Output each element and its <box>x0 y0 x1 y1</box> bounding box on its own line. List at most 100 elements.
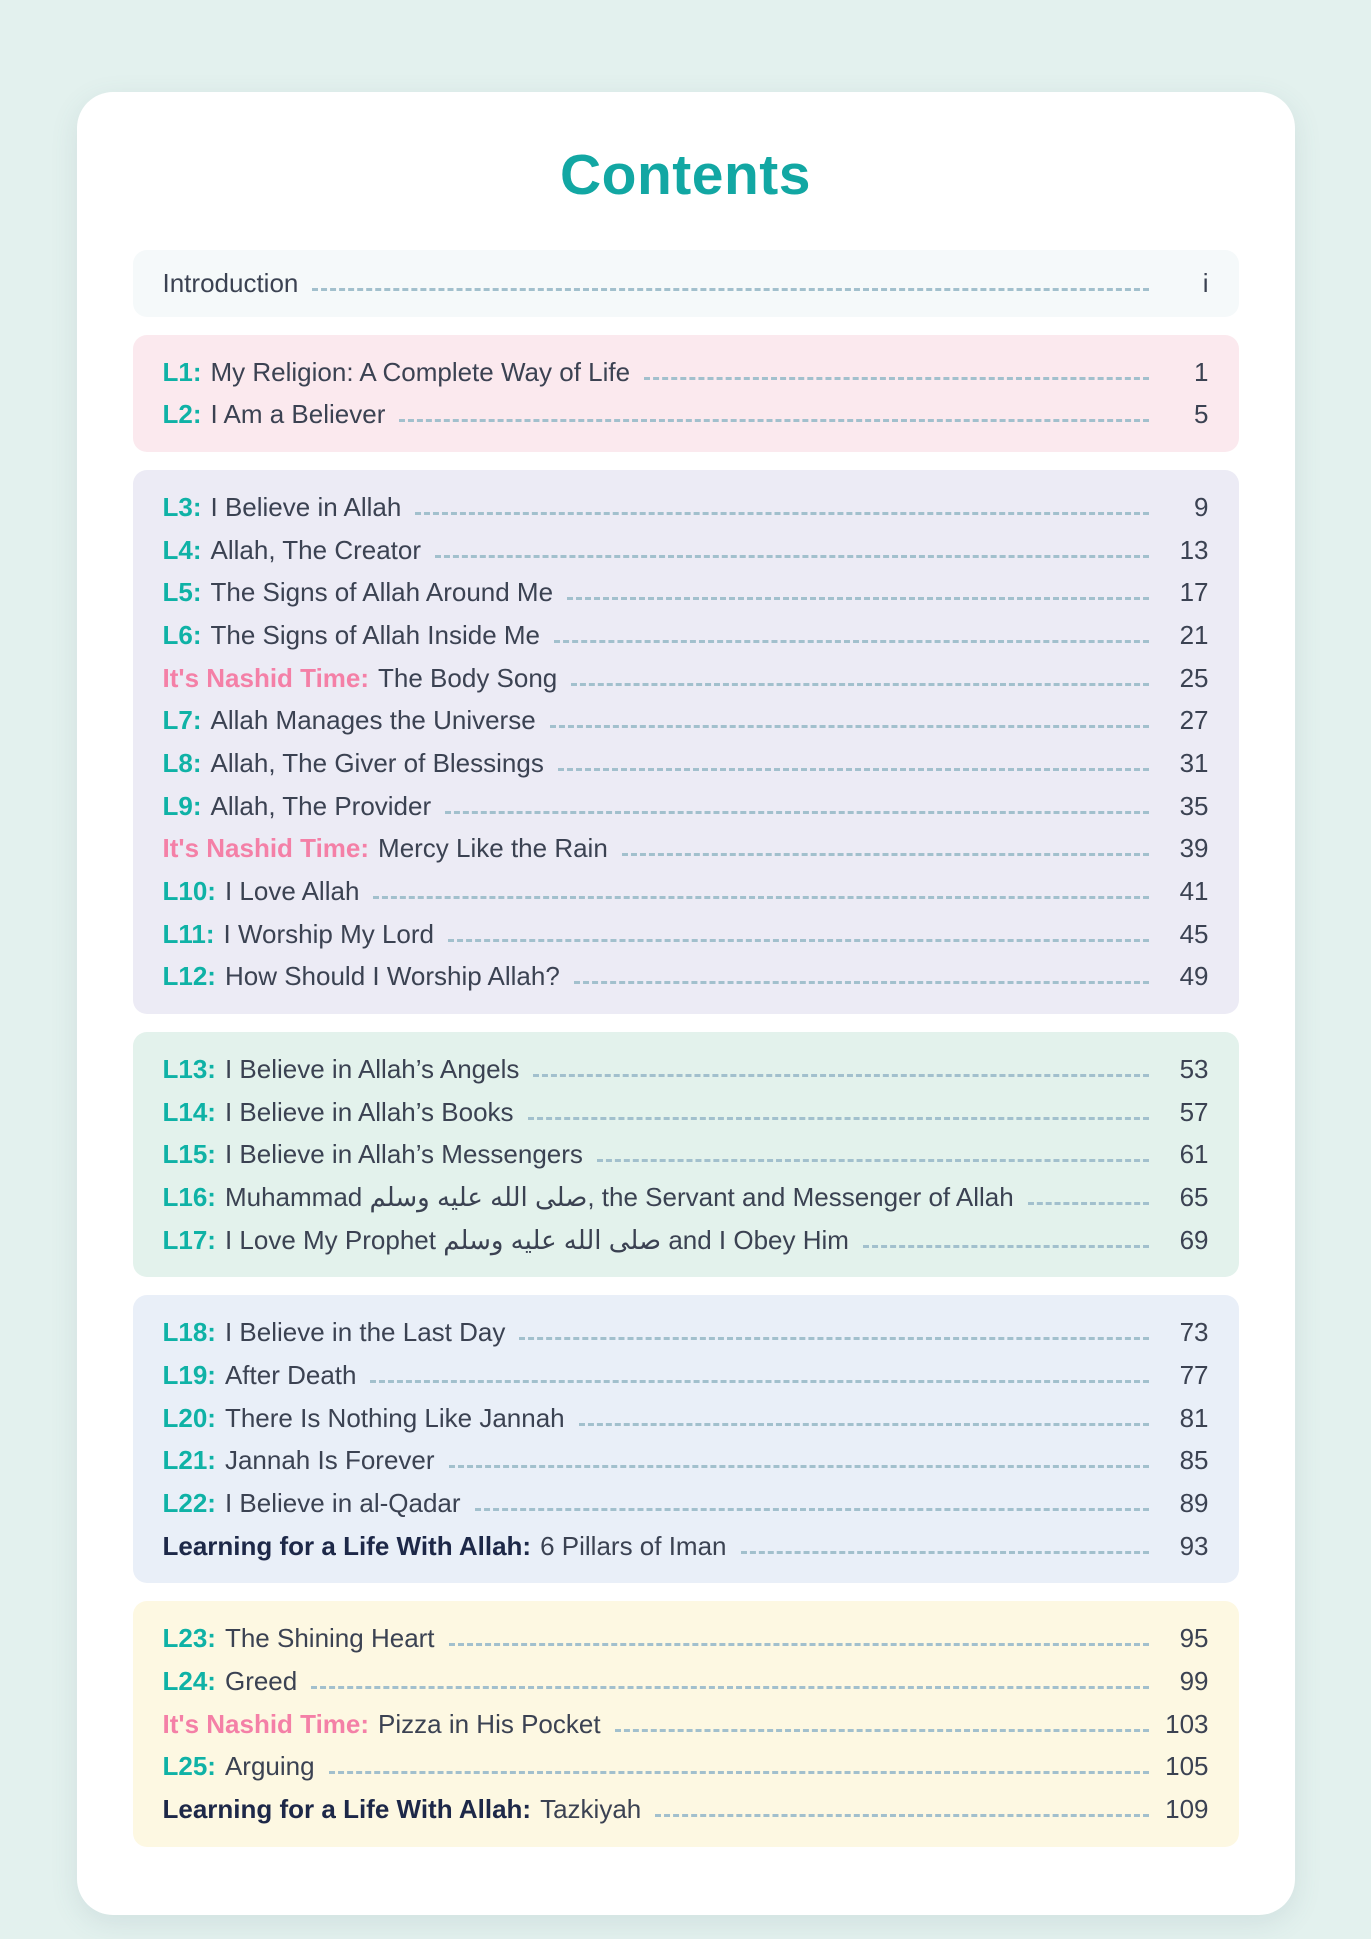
toc-entry-page: 65 <box>1179 1182 1209 1213</box>
toc-entry-title: Allah, The Giver of Blessings <box>210 748 544 779</box>
toc-entry-title: Introduction <box>162 268 299 298</box>
dotted-leader <box>519 1337 1149 1341</box>
toc-entry-page: 89 <box>1179 1488 1209 1519</box>
toc-entry-title: Muhammad صلى الله عليه وسلم, the Servant… <box>224 1182 1014 1213</box>
toc-entry-prefix: L6: <box>162 620 202 651</box>
toc-entry-prefix: L24: <box>162 1666 216 1697</box>
toc-entry: L18: I Believe in the Last Day 73 <box>163 1311 1209 1354</box>
toc-entry-page: 69 <box>1179 1224 1209 1255</box>
toc-entry: L6: The Signs of Allah Inside Me 21 <box>163 614 1209 657</box>
dotted-leader <box>527 1116 1149 1120</box>
toc-entry: L25: Arguing 105 <box>163 1745 1209 1788</box>
dotted-leader <box>573 981 1149 985</box>
toc-entry: It's Nashid Time: Pizza in His Pocket 103 <box>163 1703 1209 1746</box>
toc-entry-prefix: L13: <box>162 1054 216 1085</box>
toc-entry-prefix: L21: <box>162 1445 216 1476</box>
toc-entry-page: 13 <box>1179 534 1209 565</box>
dotted-leader <box>644 376 1149 380</box>
page-title: Contents <box>560 143 811 207</box>
dotted-leader <box>474 1507 1149 1511</box>
toc-entry-prefix: L18: <box>162 1317 216 1348</box>
toc-entry-title: I Worship My Lord <box>223 918 435 949</box>
toc-intro-band: Introduction i <box>132 250 1239 317</box>
dotted-leader <box>571 682 1149 686</box>
toc-entry: L5: The Signs of Allah Around Me 17 <box>163 571 1209 614</box>
toc-entry-prefix: L5: <box>162 577 202 608</box>
toc-entry-title: Tazkiyah <box>540 1794 642 1825</box>
dotted-leader <box>655 1813 1149 1817</box>
toc-entry-prefix: L9: <box>162 790 202 821</box>
toc-entry-page: 53 <box>1179 1054 1209 1085</box>
toc-entry-page: 17 <box>1179 577 1209 608</box>
toc-section: L1: My Religion: A Complete Way of Life 1 L… <box>132 334 1239 453</box>
toc-entry-prefix: L2: <box>162 399 202 430</box>
toc-entry: L17: I Love My Prophet صلى الله عليه وسلم… <box>163 1219 1209 1262</box>
toc-entry: L4: Allah, The Creator 13 <box>163 529 1209 572</box>
toc-entry-page: i <box>1202 268 1209 298</box>
toc-entry: L16: Muhammad صلى الله عليه وسلم, the Ser… <box>163 1176 1209 1219</box>
toc-entry: L11: I Worship My Lord 45 <box>163 913 1209 956</box>
toc-entry-page: 73 <box>1179 1317 1209 1348</box>
toc-entry: L19: After Death 77 <box>163 1354 1209 1397</box>
toc-entry-page: 35 <box>1179 790 1209 821</box>
toc-entry-title: I Believe in Allah’s Messengers <box>224 1139 583 1170</box>
toc-entry-page: 57 <box>1179 1096 1209 1127</box>
toc-entry-page: 9 <box>1194 492 1209 523</box>
toc-section: L13: I Believe in Allah’s Angels 53 L14: I B… <box>132 1032 1239 1278</box>
toc-entry-title: Allah, The Provider <box>210 790 432 821</box>
toc-entry-prefix: L12: <box>162 961 216 992</box>
toc-entry: L15: I Believe in Allah’s Messengers 61 <box>163 1133 1209 1176</box>
toc-entry-prefix: L25: <box>162 1751 216 1782</box>
toc-entry-page: 39 <box>1179 833 1209 864</box>
toc-entry-page: 95 <box>1179 1623 1209 1654</box>
dotted-leader <box>312 287 1149 291</box>
toc-entry-prefix: L14: <box>162 1096 216 1127</box>
toc-entry-page: 103 <box>1165 1708 1209 1739</box>
toc-entry-page: 77 <box>1179 1360 1209 1391</box>
toc-entry-page: 27 <box>1179 705 1209 736</box>
dotted-leader <box>448 1643 1149 1647</box>
toc-entry-title: Mercy Like the Rain <box>378 833 608 864</box>
toc-entry: L7: Allah Manages the Universe 27 <box>163 699 1209 742</box>
toc-entry: L1: My Religion: A Complete Way of Life 1 <box>163 351 1209 394</box>
dotted-leader <box>435 554 1149 558</box>
toc-entry-prefix: It's Nashid Time: <box>162 662 370 693</box>
toc-entry-title: The Signs of Allah Around Me <box>210 577 554 608</box>
toc-entry-prefix: It's Nashid Time: <box>162 833 370 864</box>
dotted-leader <box>399 419 1149 423</box>
toc-entry: It's Nashid Time: The Body Song 25 <box>163 657 1209 700</box>
toc-entry-title: I Love Allah <box>224 876 360 907</box>
toc-entry: L21: Jannah Is Forever 85 <box>163 1439 1209 1482</box>
toc-entry-title: Arguing <box>224 1751 315 1782</box>
toc-entry-prefix: L8: <box>162 748 202 779</box>
toc-entry-prefix: L19: <box>162 1360 216 1391</box>
toc-entry-title: I Believe in Allah’s Angels <box>224 1054 520 1085</box>
dotted-leader <box>614 1728 1149 1732</box>
dotted-leader <box>554 639 1149 643</box>
toc-entry-prefix: L11: <box>162 918 215 949</box>
dotted-leader <box>596 1159 1149 1163</box>
toc-sections: Introduction i L1: My Religion: A Complete … <box>132 250 1239 1847</box>
dotted-leader <box>533 1073 1149 1077</box>
toc-entry: L10: I Love Allah 41 <box>163 870 1209 913</box>
toc-entry-page: 109 <box>1165 1794 1209 1825</box>
toc-entry-prefix: Learning for a Life With Allah: <box>162 1530 532 1561</box>
toc-section: L18: I Believe in the Last Day 73 L19: After… <box>132 1295 1239 1584</box>
dotted-leader <box>373 895 1149 899</box>
toc-entry-title: The Signs of Allah Inside Me <box>210 620 541 651</box>
dotted-leader <box>1027 1201 1149 1205</box>
toc-entry-prefix: Learning for a Life With Allah: <box>162 1794 532 1825</box>
toc-entry-page: 105 <box>1165 1751 1209 1782</box>
toc-entry: L9: Allah, The Provider 35 <box>163 785 1209 828</box>
dotted-leader <box>862 1244 1149 1248</box>
toc-section: L3: I Believe in Allah 9 L4: Allah, The Crea… <box>132 470 1239 1015</box>
toc-entry-page: 5 <box>1194 399 1209 430</box>
toc-entry: L2: I Am a Believer 5 <box>163 393 1209 436</box>
toc-entry: L24: Greed 99 <box>163 1660 1209 1703</box>
toc-section: L23: The Shining Heart 95 L24: Greed 99 It's N… <box>132 1601 1239 1847</box>
toc-entry: L12: How Should I Worship Allah? 49 <box>163 955 1209 998</box>
toc-entry-prefix: L7: <box>162 705 202 736</box>
toc-entry-page: 1 <box>1194 356 1209 387</box>
toc-entry-title: After Death <box>224 1360 357 1391</box>
toc-entry-title: The Body Song <box>378 662 558 693</box>
